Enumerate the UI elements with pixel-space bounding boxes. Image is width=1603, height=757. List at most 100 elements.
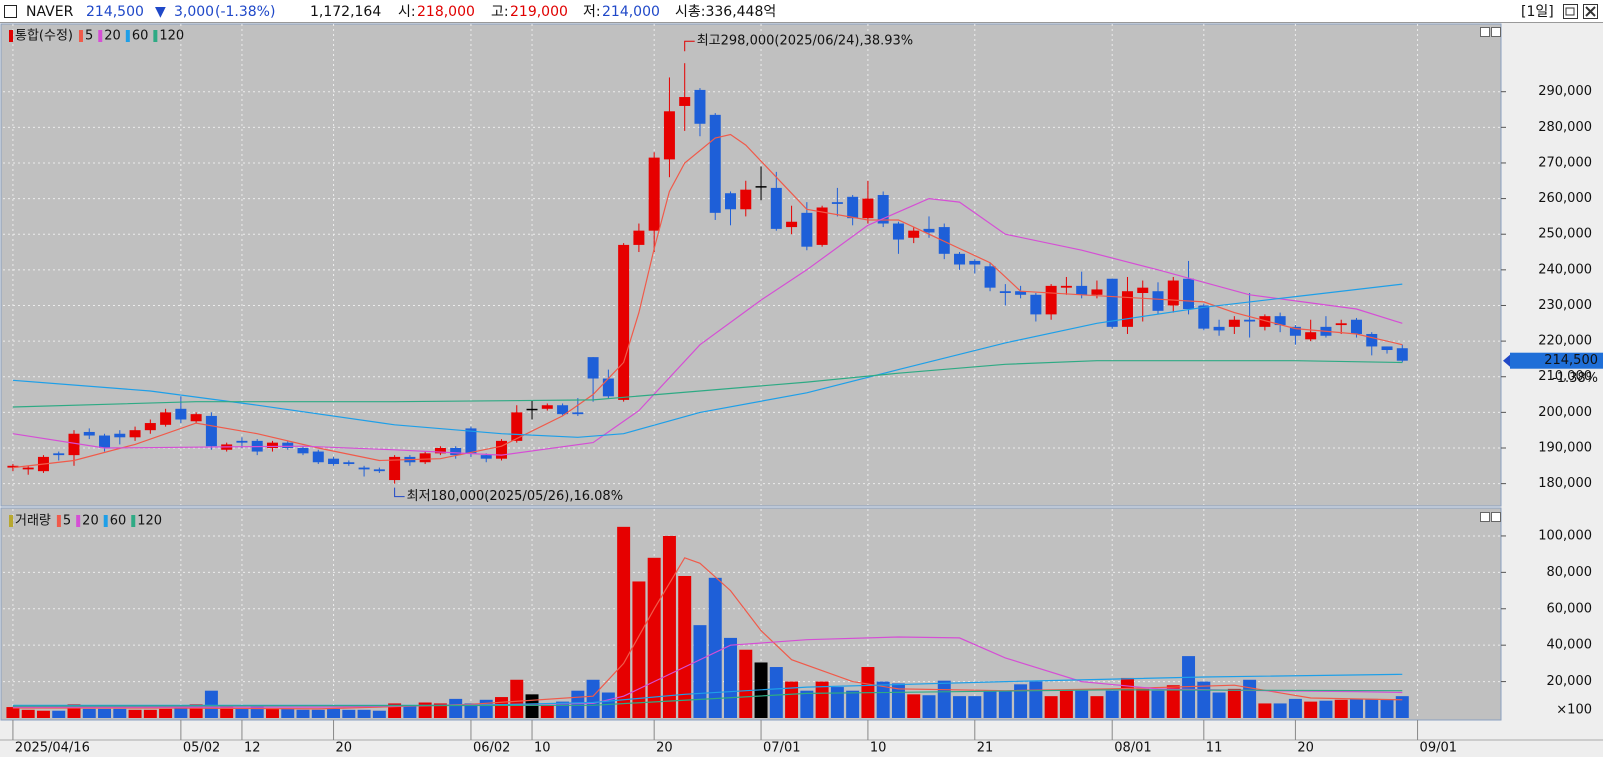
low-note: 최저180,000(2025/05/26),16.08% — [407, 489, 623, 504]
volume-bar — [785, 681, 799, 718]
high-label: 고: — [491, 4, 509, 20]
volume-bar — [52, 710, 66, 718]
volume-bar — [464, 703, 478, 718]
volume-bar — [876, 681, 890, 718]
candle-body — [419, 453, 431, 463]
legend-swatch — [131, 515, 136, 527]
volume-bar — [647, 557, 661, 718]
volume-bar — [1029, 681, 1043, 718]
candle-body — [847, 196, 859, 219]
y-tick-label: 80,000 — [1547, 565, 1593, 580]
candle-body — [648, 157, 660, 231]
volume-bar — [678, 575, 692, 718]
volume-bar — [449, 698, 463, 718]
candle-body — [999, 291, 1011, 294]
header-bar — [0, 0, 1603, 22]
candle-body — [1106, 278, 1118, 327]
close-icon — [1585, 6, 1596, 17]
x-tick-label: 06/02 — [473, 741, 510, 756]
panel-maximize[interactable] — [1480, 512, 1490, 522]
period[interactable]: [1일] — [1521, 4, 1554, 20]
x-tick-label: 09/01 — [1420, 741, 1457, 756]
x-tick-label: 07/01 — [763, 741, 800, 756]
volume-bar — [1120, 677, 1134, 718]
legend-swatch — [98, 30, 103, 42]
current-change-label: -1.38% — [1552, 371, 1598, 386]
legend-entry: 20 — [82, 514, 99, 529]
candle-body — [740, 189, 752, 210]
candle-body — [480, 455, 492, 459]
volume-bar — [815, 681, 829, 718]
note-arrow — [684, 40, 695, 52]
volume-bar — [724, 637, 737, 718]
volume-bar — [540, 705, 554, 718]
candle-body — [1183, 278, 1195, 310]
legend-entry: 5 — [85, 29, 93, 44]
candle-body — [266, 442, 278, 448]
candle-body — [1091, 289, 1103, 295]
candle-body — [1152, 291, 1164, 311]
panel-close[interactable] — [1491, 512, 1501, 522]
y-tick-label: 60,000 — [1547, 601, 1593, 616]
volume-bar — [1212, 692, 1226, 718]
volume-bar — [708, 577, 722, 718]
moving-average — [12, 283, 1403, 438]
panel-maximize[interactable] — [1480, 27, 1490, 37]
panel-close[interactable] — [1491, 27, 1501, 37]
volume-bar — [159, 708, 173, 718]
candle-body — [160, 412, 172, 425]
volume-bar — [311, 709, 325, 718]
candle-body — [282, 442, 294, 448]
y-tick-label: 250,000 — [1538, 227, 1592, 242]
volume-bar — [586, 679, 600, 718]
candle-body — [465, 428, 477, 454]
candle-body — [679, 97, 691, 106]
volume-bar — [1243, 679, 1257, 718]
candle-body — [373, 469, 385, 472]
candle-body — [1259, 316, 1271, 327]
candle-body — [755, 186, 767, 188]
volume-bar — [1304, 701, 1318, 718]
candle-body — [175, 408, 187, 420]
legend-entry: 60 — [110, 514, 127, 529]
legend-swatch — [153, 30, 158, 42]
volume-bar — [1365, 698, 1379, 718]
y-tick-label: 240,000 — [1538, 262, 1592, 277]
volume-bar — [281, 708, 295, 718]
candle-body — [1350, 319, 1362, 334]
x-tick-label: 05/02 — [183, 741, 220, 756]
checkbox[interactable] — [4, 5, 17, 18]
x-tick-label: 11 — [1206, 741, 1223, 756]
y-tick-label: 210,000 — [1538, 369, 1592, 384]
x-tick-label: 20 — [656, 741, 673, 756]
legend-title: 통합(수정) — [15, 29, 73, 44]
volume-bar — [1395, 696, 1409, 718]
change: 3,000 — [174, 4, 214, 20]
volume-bar — [1136, 688, 1150, 718]
volume-bar — [907, 694, 921, 718]
candle-body — [1366, 333, 1378, 347]
candle-body — [7, 465, 19, 468]
volume-bar — [1349, 698, 1363, 718]
y-tick-label: 20,000 — [1547, 674, 1593, 689]
volume-bar — [372, 710, 386, 718]
candle-body — [1137, 287, 1149, 294]
candle-body — [709, 114, 721, 213]
candle-body — [587, 357, 599, 379]
moving-average — [12, 557, 1403, 710]
candle-body — [68, 433, 80, 456]
candle-body — [434, 447, 446, 454]
candle-body — [969, 260, 981, 265]
volume-bar — [1059, 690, 1073, 718]
moving-average — [12, 197, 1403, 456]
volume-bar — [1380, 699, 1394, 718]
moving-average — [12, 133, 1403, 469]
candle-body — [1381, 346, 1393, 351]
candle-body — [541, 405, 553, 409]
volume-bar — [1090, 696, 1104, 718]
current-price-box — [1510, 352, 1603, 369]
candle-body — [190, 414, 202, 422]
candle-body — [450, 447, 462, 456]
volume-bar — [1319, 700, 1333, 718]
volume-bar — [36, 710, 50, 718]
